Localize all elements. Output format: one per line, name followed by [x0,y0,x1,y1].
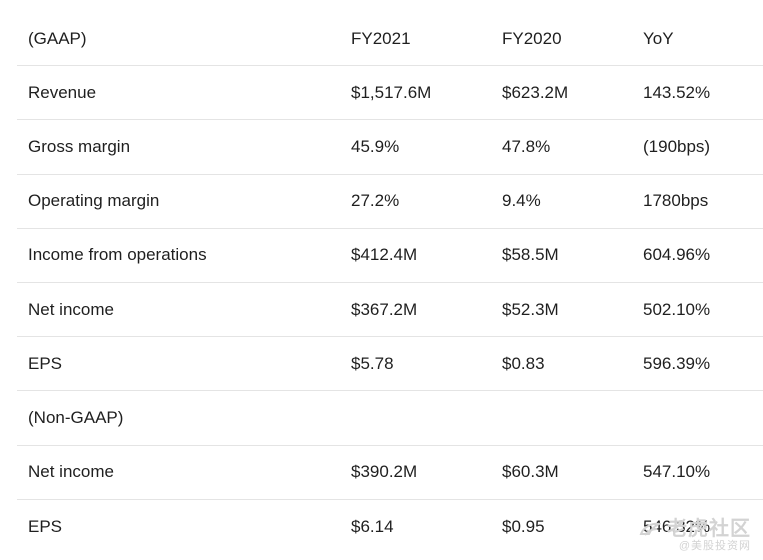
cell-fy2021: $6.14 [351,516,394,536]
cell-fy2021: $1,517.6M [351,82,432,102]
section-label: (Non-GAAP) [28,407,124,427]
table-row: Net income $367.2M $52.3M 502.10% [17,283,763,338]
table-row: EPS $5.78 $0.83 596.39% [17,337,763,392]
cell-fy2021: $390.2M [351,462,418,482]
cell-fy2020: $0.83 [502,353,545,373]
row-label: Net income [28,462,114,482]
row-label: Gross margin [28,136,131,156]
table-row: EPS $6.14 $0.95 546.32% [17,500,763,554]
column-header-yoy: YoY [643,28,674,48]
watermark-title-row: 老虎社区 [639,518,751,540]
row-label: EPS [28,353,63,373]
section-header-row: (Non-GAAP) [17,391,763,446]
row-label: Operating margin [28,191,160,211]
table-row: Income from operations $412.4M $58.5M 60… [17,229,763,283]
table-row: Net income $390.2M $60.3M 547.10% [17,446,763,500]
cell-fy2020: $0.95 [502,516,545,536]
row-label: Revenue [28,82,97,102]
cell-yoy: (190bps) [643,136,711,156]
cell-fy2020: $52.3M [502,299,559,319]
cell-fy2021: $367.2M [351,299,418,319]
tiger-logo-icon [639,522,661,536]
watermark-title: 老虎社区 [667,517,751,540]
cell-fy2020: 47.8% [502,136,551,156]
cell-fy2021: $5.78 [351,353,394,373]
cell-fy2021: $412.4M [351,245,418,265]
cell-fy2020: $60.3M [502,462,559,482]
cell-fy2020: $58.5M [502,245,559,265]
cell-yoy: 547.10% [643,462,711,482]
cell-yoy: 546.32% [643,516,711,536]
cell-yoy: 604.96% [643,245,711,265]
row-label: EPS [28,516,63,536]
cell-yoy: 502.10% [643,299,711,319]
cell-yoy: 143.52% [643,82,711,102]
cell-fy2021: 27.2% [351,191,400,211]
table-header-row: (GAAP) FY2021 FY2020 YoY [17,12,763,67]
table-row: Operating margin 27.2% 9.4% 1780bps [17,175,763,229]
row-label: Net income [28,299,114,319]
section-label: (GAAP) [28,28,87,48]
cell-fy2020: 9.4% [502,191,541,211]
financial-table: (GAAP) FY2021 FY2020 YoY Revenue $1,517.… [17,12,763,554]
watermark-handle: @美股投资网 [678,539,751,552]
cell-fy2021: 45.9% [351,136,400,156]
column-header-fy2020: FY2020 [502,28,562,48]
column-header-fy2021: FY2021 [351,28,411,48]
cell-yoy: 1780bps [643,191,709,211]
watermark: 老虎社区 @美股投资网 [639,518,751,552]
table-row: Gross margin 45.9% 47.8% (190bps) [17,120,763,175]
cell-fy2020: $623.2M [502,82,569,102]
cell-yoy: 596.39% [643,353,711,373]
row-label: Income from operations [28,245,207,265]
table-row: Revenue $1,517.6M $623.2M 143.52% [17,66,763,121]
